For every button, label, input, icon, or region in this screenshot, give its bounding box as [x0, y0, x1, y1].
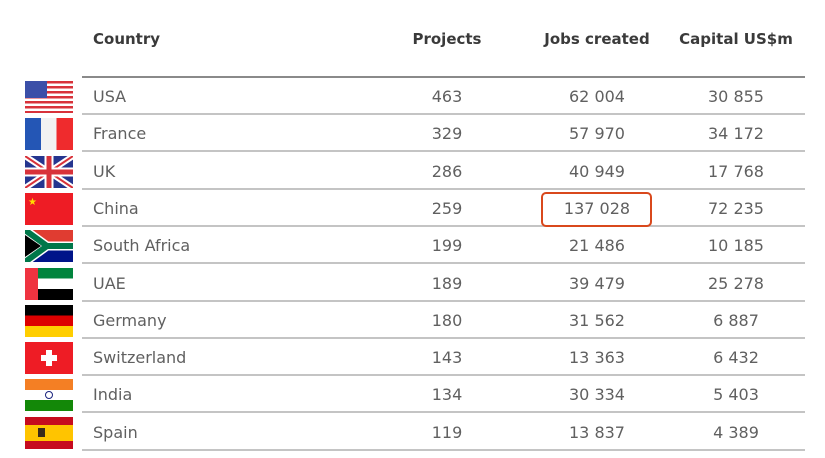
france-flag-icon — [25, 118, 73, 151]
projects-cell: 286 — [431, 161, 463, 181]
spain-flag-icon — [25, 416, 73, 449]
jobs-cell: 13 837 — [569, 422, 625, 442]
uk-flag-icon — [25, 155, 73, 188]
jobs-cell: 62 004 — [569, 87, 625, 106]
projects-cell: 143 — [431, 348, 463, 368]
jobs-cell: 31 562 — [569, 310, 625, 330]
table-row: Switzerland 143 13 363 6 432 — [0, 339, 825, 377]
china-flag-icon: ★ — [25, 192, 73, 225]
svg-text:★: ★ — [28, 197, 37, 208]
country-cell: Spain — [93, 422, 138, 442]
projects-cell: 329 — [431, 124, 463, 144]
projects-cell: 259 — [431, 198, 463, 218]
table-row: UAE 189 39 479 25 278 — [0, 265, 825, 302]
header-jobs: Jobs created — [544, 30, 650, 48]
jobs-cell: 137 028 — [563, 198, 631, 218]
row-divider — [82, 336, 805, 339]
country-cell: India — [93, 385, 133, 405]
row-divider — [82, 411, 805, 414]
country-cell: France — [93, 124, 147, 144]
header-projects: Projects — [412, 30, 482, 48]
row-divider — [82, 113, 805, 115]
row-divider — [82, 224, 805, 227]
header-capital: Capital US$m — [679, 30, 793, 48]
country-cell: UK — [93, 161, 116, 181]
country-cell: South Africa — [93, 236, 191, 256]
capital-cell: 72 235 — [708, 198, 764, 218]
jobs-cell: 39 479 — [569, 273, 625, 293]
table-row: France 329 57 970 34 172 — [0, 115, 825, 153]
south-africa-flag-icon — [25, 230, 73, 263]
table-row: ★ China 259 137 028 72 235 — [0, 190, 825, 227]
row-divider — [82, 299, 805, 302]
country-cell: USA — [93, 87, 127, 106]
table-row: UK 286 40 949 17 768 — [0, 153, 825, 190]
capital-cell: 34 172 — [708, 124, 764, 144]
projects-cell: 134 — [431, 385, 463, 405]
jobs-cell: 57 970 — [569, 124, 625, 144]
table-row: India 134 30 334 5 403 — [0, 376, 825, 414]
germany-flag-icon — [25, 304, 73, 337]
table-row: Spain 119 13 837 4 389 — [0, 414, 825, 451]
uae-flag-icon — [25, 267, 73, 300]
header-country: Country — [93, 30, 161, 48]
projects-cell: 119 — [431, 422, 463, 442]
row-divider — [82, 187, 805, 190]
row-divider — [82, 262, 805, 265]
projects-cell: 180 — [431, 310, 463, 330]
capital-cell: 10 185 — [708, 236, 764, 256]
jobs-cell: 13 363 — [569, 348, 625, 368]
table-row: USA 463 62 004 30 855 — [0, 78, 825, 115]
india-flag-icon — [25, 379, 73, 412]
capital-cell: 30 855 — [708, 87, 764, 106]
projects-cell: 199 — [431, 236, 463, 256]
header-divider — [82, 76, 805, 78]
country-cell: Switzerland — [93, 348, 187, 368]
country-cell: Germany — [93, 310, 167, 330]
capital-cell: 17 768 — [708, 161, 764, 181]
country-cell: UAE — [93, 273, 126, 293]
capital-cell: 25 278 — [708, 273, 764, 293]
switzerland-flag-icon — [25, 342, 73, 375]
country-cell: China — [93, 198, 139, 218]
table-row: Germany 180 31 562 6 887 — [0, 302, 825, 339]
usa-flag-icon — [25, 81, 73, 113]
highlight-box — [541, 192, 652, 227]
jobs-cell: 30 334 — [569, 385, 625, 405]
row-divider — [82, 374, 805, 377]
capital-cell: 6 432 — [713, 348, 759, 368]
jobs-cell: 40 949 — [569, 161, 625, 181]
row-divider — [82, 150, 805, 153]
jobs-cell: 21 486 — [569, 236, 625, 256]
projects-cell: 463 — [431, 87, 463, 106]
row-divider — [82, 448, 805, 451]
projects-cell: 189 — [431, 273, 463, 293]
capital-cell: 4 389 — [713, 422, 759, 442]
capital-cell: 5 403 — [713, 385, 759, 405]
capital-cell: 6 887 — [713, 310, 759, 330]
table-row: South Africa 199 21 486 10 185 — [0, 227, 825, 265]
